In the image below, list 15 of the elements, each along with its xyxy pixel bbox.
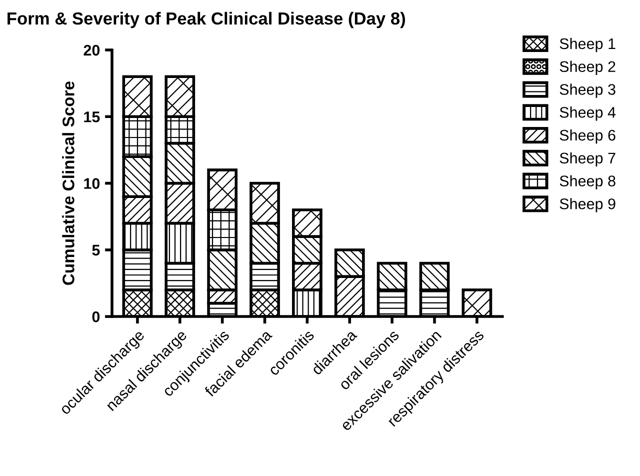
y-tick-label: 0 xyxy=(92,311,100,322)
y-tick-label: 10 xyxy=(84,178,100,189)
chart-title: Form & Severity of Peak Clinical Disease (Day 8) xyxy=(8,12,406,28)
y-tick-label: 20 xyxy=(84,44,100,56)
legend-label: Sheep 9 xyxy=(560,198,616,212)
y-tick-label: 15 xyxy=(84,112,100,122)
legend-label: Sheep 8 xyxy=(560,175,616,190)
legend-label: Sheep 6 xyxy=(560,129,616,144)
legend-label: Sheep 2 xyxy=(560,60,616,76)
legend-label: Sheep 7 xyxy=(560,152,616,167)
legend-label: Sheep 1 xyxy=(560,38,616,52)
legend-label: Sheep 4 xyxy=(560,106,616,121)
y-axis-title: Cumulative Clinical Score xyxy=(62,81,74,285)
y-tick-label: 5 xyxy=(92,244,100,256)
legend-label: Sheep 3 xyxy=(560,84,616,98)
